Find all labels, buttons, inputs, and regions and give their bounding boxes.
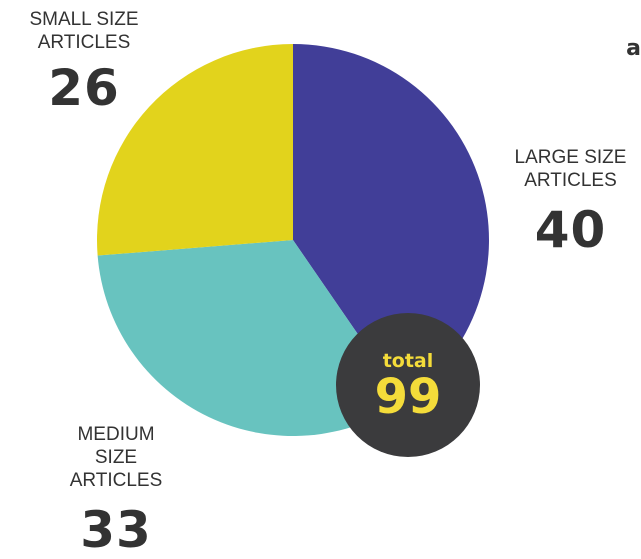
small-size-label: SMALL SIZE ARTICLES bbox=[0, 8, 168, 54]
slice-small-size bbox=[97, 44, 293, 256]
cropped-text: a bbox=[626, 36, 641, 61]
medium-size-label-line3: ARTICLES bbox=[69, 470, 163, 491]
total-label: total bbox=[382, 350, 434, 372]
total-value: 99 bbox=[374, 369, 442, 425]
large-size-label-line2: ARTICLES bbox=[524, 170, 617, 191]
medium-size-label: MEDIUM SIZE ARTICLES bbox=[40, 423, 192, 492]
medium-size-label-line1: MEDIUM bbox=[77, 424, 155, 445]
large-size-label: LARGE SIZE ARTICLES bbox=[500, 146, 641, 192]
large-size-label-line1: LARGE SIZE bbox=[514, 147, 627, 168]
slice-large-size bbox=[293, 44, 489, 402]
medium-size-value: 33 bbox=[80, 501, 152, 559]
medium-size-label-line2: SIZE bbox=[94, 447, 138, 468]
large-size-value: 40 bbox=[534, 201, 607, 259]
slice-medium-size bbox=[97, 240, 405, 436]
small-size-value: 26 bbox=[48, 59, 120, 117]
total-badge: total 99 bbox=[336, 313, 480, 457]
small-size-label-line2: ARTICLES bbox=[37, 32, 131, 53]
small-size-label-line1: SMALL SIZE bbox=[29, 9, 139, 30]
